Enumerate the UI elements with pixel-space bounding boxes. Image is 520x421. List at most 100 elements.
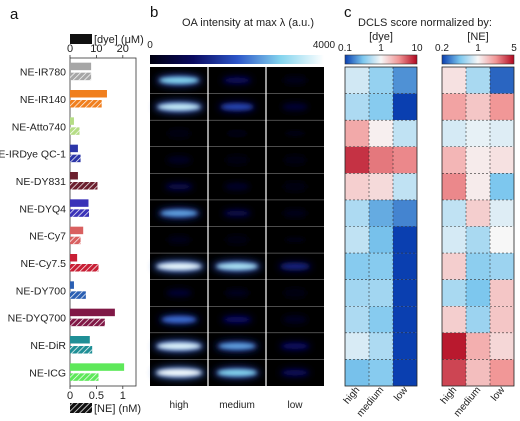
heatmap-cell bbox=[466, 173, 490, 200]
heatmap-cell bbox=[393, 253, 417, 280]
bar-dye bbox=[70, 199, 89, 207]
oa-cell bbox=[281, 343, 309, 349]
colorbar-b bbox=[150, 55, 324, 64]
colorbar-b-max-label: 4000 bbox=[313, 40, 336, 51]
bar-dye bbox=[70, 281, 74, 289]
heatmap-cell bbox=[369, 93, 393, 121]
oa-cell bbox=[216, 262, 258, 271]
heatmap-cell bbox=[369, 359, 393, 386]
heatmap-cell bbox=[490, 173, 514, 200]
oa-cell bbox=[168, 131, 190, 136]
heatmap-cell bbox=[490, 199, 514, 227]
oa-cell bbox=[156, 342, 202, 350]
oa-cell bbox=[220, 103, 254, 110]
oa-cell bbox=[226, 131, 248, 136]
heatmap-cell bbox=[345, 279, 369, 307]
bottom-tick-label: 0.5 bbox=[89, 390, 104, 402]
heatmap-cell bbox=[442, 359, 466, 386]
heatmap-cell bbox=[345, 306, 369, 333]
panel-b-cells bbox=[150, 67, 324, 386]
heatmap-cell bbox=[466, 332, 490, 360]
heatmap-cell bbox=[466, 306, 490, 333]
bar-dye bbox=[70, 254, 78, 262]
heatmap-cell bbox=[369, 253, 393, 280]
category-label: NE-DYQ700 bbox=[8, 313, 67, 325]
heatmap-cell bbox=[345, 332, 369, 360]
bar-dye bbox=[70, 226, 84, 235]
panel-a-bar-chart: [dye] (μM) [NE] (nM) 0 10 20 0 0.5 1 NE-IR78… bbox=[0, 34, 144, 415]
heatmap-cell bbox=[393, 120, 417, 147]
oa-cell bbox=[284, 210, 306, 216]
heatmap-cell bbox=[393, 93, 417, 121]
heatmap-column-label: low bbox=[489, 384, 508, 403]
oa-cell bbox=[160, 209, 198, 217]
heatmap-cell bbox=[345, 67, 369, 94]
heatmap-cell bbox=[490, 146, 514, 174]
heatmap-frame bbox=[344, 66, 418, 387]
category-label: NE-DiR bbox=[30, 340, 66, 352]
heatmap-cell bbox=[393, 173, 417, 200]
heatmap-cell bbox=[442, 173, 466, 200]
top-axis-ticks: 0 10 20 bbox=[67, 43, 129, 58]
bar-ne-hatch bbox=[70, 373, 99, 381]
heatmap-cell bbox=[490, 93, 514, 121]
oa-cell bbox=[226, 290, 248, 296]
bar-dye bbox=[70, 62, 92, 71]
oa-cell bbox=[168, 237, 190, 243]
heatmap-cell bbox=[393, 67, 417, 94]
colorbar-tick-label: 0.2 bbox=[435, 43, 449, 54]
column-label: medium bbox=[219, 400, 255, 411]
heatmap-cell bbox=[490, 67, 514, 94]
heatmap-cell bbox=[466, 279, 490, 307]
top-tick-label: 0 bbox=[67, 43, 73, 55]
panel-c-dcls-heatmaps: DCLS score normalized by: [dye] [NE] 0.1… bbox=[338, 17, 517, 419]
heatmap-cell bbox=[490, 306, 514, 333]
heatmap-cell bbox=[369, 306, 393, 333]
category-label: NE-DY831 bbox=[16, 176, 66, 188]
oa-cell bbox=[280, 263, 310, 270]
heatmap-cell bbox=[345, 199, 369, 227]
bar-ne-hatch bbox=[70, 100, 102, 108]
category-label: NE-DYQ4 bbox=[19, 203, 66, 215]
heatmap-cell bbox=[369, 120, 393, 147]
category-label: NE-IR140 bbox=[20, 94, 66, 106]
colorbar-b-min-label: 0 bbox=[147, 40, 153, 51]
heatmap-cell bbox=[490, 226, 514, 254]
heatmap-cell bbox=[345, 120, 369, 147]
heatmap-cell bbox=[442, 93, 466, 121]
heatmap-cell bbox=[345, 359, 369, 386]
heatmap-cell bbox=[490, 253, 514, 280]
panel-letter-c: c bbox=[344, 4, 352, 21]
colorbar-tick-label: 0.1 bbox=[338, 43, 352, 54]
category-labels: NE-IR780 NE-IR140 NE-Atto740 NE-IRDye QC-1 N… bbox=[0, 67, 66, 380]
heatmap-cell bbox=[393, 146, 417, 174]
top-tick-label: 20 bbox=[117, 43, 129, 55]
category-label: NE-ICG bbox=[29, 367, 66, 379]
heatmap-cell bbox=[490, 279, 514, 307]
heatmap-cell bbox=[442, 332, 466, 360]
category-label: NE-DY700 bbox=[16, 285, 66, 297]
panel-letter-a: a bbox=[10, 6, 19, 23]
column-label: high bbox=[170, 400, 189, 411]
category-label: NE-IR780 bbox=[20, 67, 66, 79]
panel-b-oa-images: OA intensity at max λ (a.u.) 0 4000 high… bbox=[147, 17, 335, 411]
panel-b-title: OA intensity at max λ (a.u.) bbox=[182, 17, 314, 29]
bar-ne-hatch bbox=[70, 209, 90, 217]
oa-cell bbox=[156, 368, 202, 377]
heatmap-cell bbox=[442, 67, 466, 94]
panel-a-plot-frame bbox=[69, 57, 137, 387]
bar-ne-hatch bbox=[70, 182, 98, 190]
heatmap-ne-subtitle: [NE] bbox=[467, 31, 488, 43]
heatmap-cell bbox=[369, 226, 393, 254]
colorbar-tick-label: 5 bbox=[511, 43, 517, 54]
top-axis-label: [dye] (μM) bbox=[94, 34, 144, 46]
oa-cell bbox=[217, 369, 257, 377]
bar-ne-hatch bbox=[70, 72, 92, 81]
heatmap-cell bbox=[369, 332, 393, 360]
oa-cell bbox=[284, 237, 306, 243]
heatmap-cell bbox=[345, 173, 369, 200]
heatmap-cell bbox=[369, 279, 393, 307]
oa-cell bbox=[284, 184, 306, 190]
colorbar-tick-label: 1 bbox=[378, 43, 384, 54]
